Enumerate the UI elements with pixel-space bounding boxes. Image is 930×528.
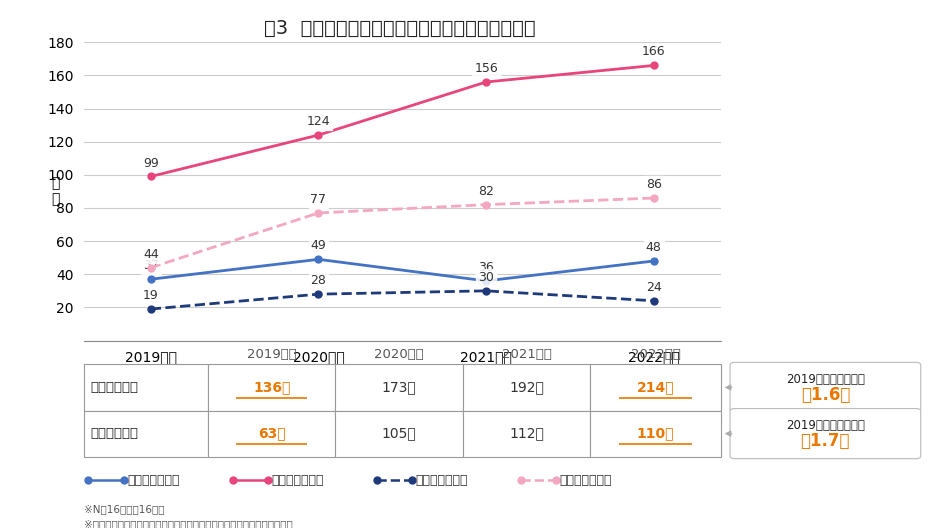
Text: 36: 36: [478, 261, 494, 274]
Bar: [208, 411, 336, 457]
Text: 77: 77: [311, 193, 326, 206]
Text: 図3  初診外来患者数推移（希死念慮・自殺企図）: 図3 初診外来患者数推移（希死念慮・自殺企図）: [264, 18, 536, 37]
Text: 28: 28: [311, 274, 326, 287]
Bar: [463, 364, 591, 411]
Text: 173件: 173件: [381, 380, 417, 394]
Text: 48: 48: [645, 241, 661, 254]
Text: 156: 156: [474, 62, 498, 75]
Text: 2019年度: 2019年度: [246, 348, 297, 361]
Text: 192件: 192件: [509, 380, 544, 394]
Text: 37: 37: [143, 259, 159, 272]
Text: 112件: 112件: [509, 427, 544, 441]
Text: 2019年度と比較して: 2019年度と比較して: [786, 373, 865, 386]
Text: 19: 19: [143, 289, 159, 302]
Text: 136件: 136件: [253, 380, 290, 394]
Text: ※N＝16病院（16科）: ※N＝16病院（16科）: [84, 504, 165, 514]
Bar: [463, 411, 591, 457]
Text: 124: 124: [307, 115, 330, 128]
Text: 約1.7倍: 約1.7倍: [801, 432, 850, 450]
Text: 2020年度: 2020年度: [374, 348, 424, 361]
Text: 99: 99: [143, 156, 159, 169]
Text: 30: 30: [478, 271, 494, 284]
Text: 約1.6倍: 約1.6倍: [801, 386, 850, 404]
Text: ※１機関は希死念慮・自殺企図の区別がなかったため両方に組み込み集計: ※１機関は希死念慮・自殺企図の区別がなかったため両方に組み込み集計: [84, 519, 292, 528]
Bar: [84, 364, 208, 411]
Text: 2019年度と比較して: 2019年度と比較して: [786, 419, 865, 432]
Text: 105件: 105件: [381, 427, 417, 441]
Y-axis label: 件
数: 件 数: [51, 176, 60, 206]
Text: 2021年度: 2021年度: [501, 348, 551, 361]
Text: 2022年度: 2022年度: [631, 348, 681, 361]
Text: 希死念慮総数: 希死念慮総数: [90, 381, 138, 394]
Bar: [208, 364, 336, 411]
Text: 214件: 214件: [637, 380, 674, 394]
Text: 166: 166: [642, 45, 666, 59]
Text: 82: 82: [478, 185, 494, 197]
Bar: [591, 364, 721, 411]
Bar: [591, 411, 721, 457]
Text: 自殺企図（男）: 自殺企図（男）: [416, 474, 468, 487]
Text: 希死念慮（男）: 希死念慮（男）: [127, 474, 179, 487]
Text: 希死念慮（女）: 希死念慮（女）: [272, 474, 324, 487]
Text: 24: 24: [645, 281, 661, 294]
Text: 自殺企図（女）: 自殺企図（女）: [560, 474, 612, 487]
Bar: [336, 411, 463, 457]
Text: 44: 44: [143, 248, 159, 261]
Bar: [84, 411, 208, 457]
Text: 自殺企図総数: 自殺企図総数: [90, 427, 138, 440]
Text: 49: 49: [311, 239, 326, 252]
Text: 110件: 110件: [637, 427, 674, 441]
Text: 86: 86: [645, 178, 661, 191]
Text: 63件: 63件: [258, 427, 286, 441]
Bar: [336, 364, 463, 411]
